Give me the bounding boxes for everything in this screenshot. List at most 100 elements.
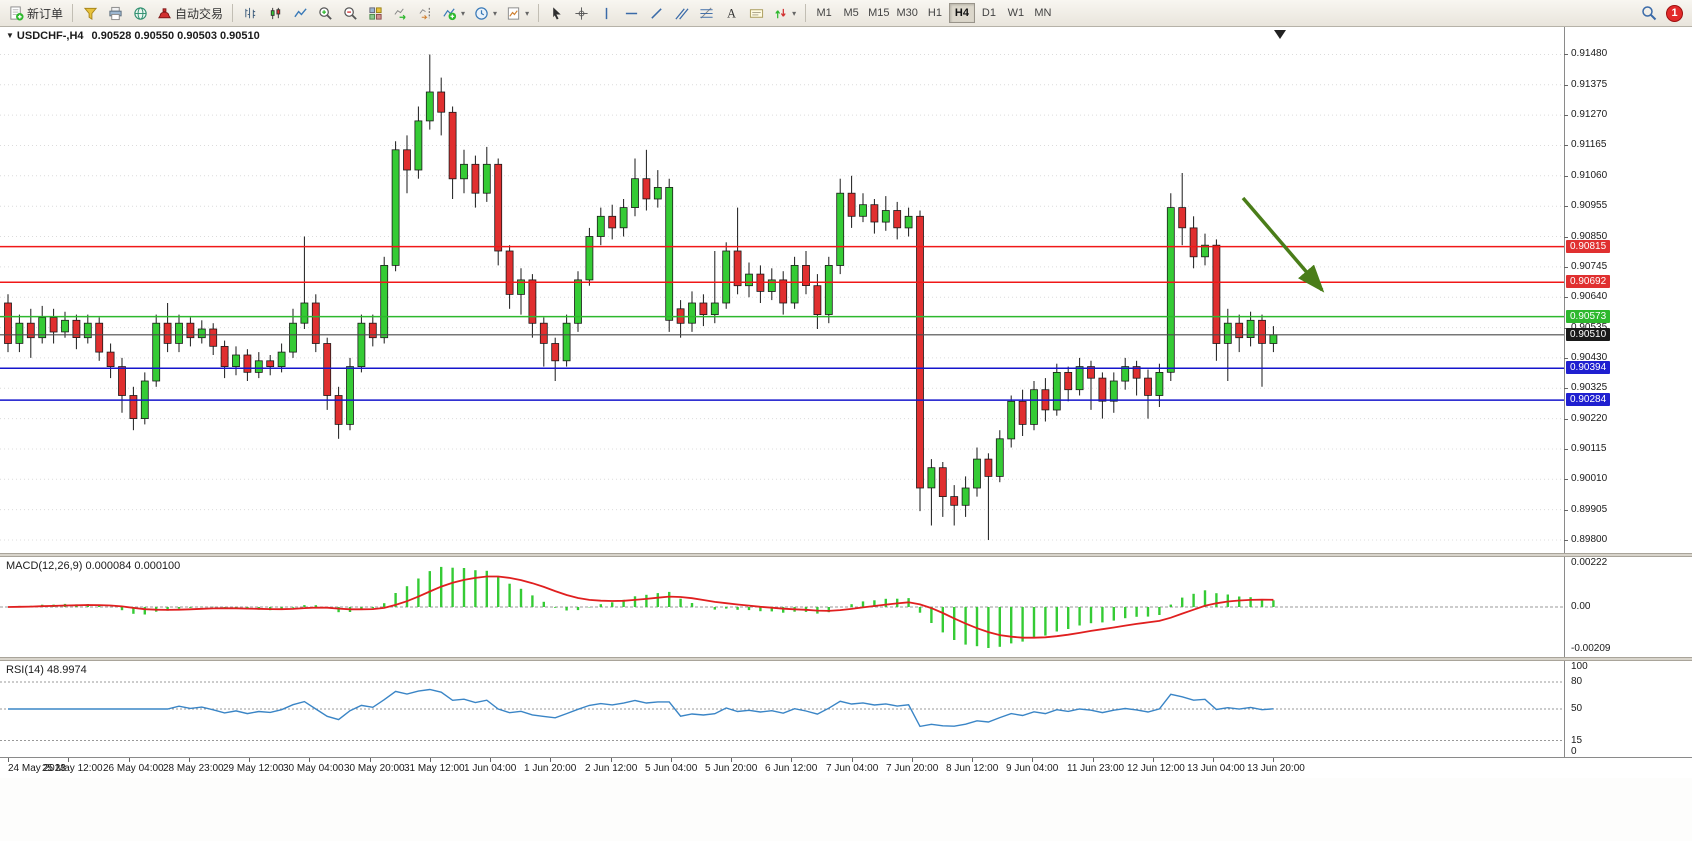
fibonacci-icon (699, 7, 713, 19)
axis-tick (852, 758, 853, 762)
timeframe-button-W1[interactable]: W1 (1003, 3, 1029, 23)
price-axis-label: 0.91480 (1571, 48, 1608, 59)
collapse-triangle-icon[interactable]: ▼ (6, 31, 14, 40)
arrows-button[interactable]: ▾ (769, 2, 800, 24)
zoom-out-button[interactable] (338, 2, 362, 24)
new-order-icon (10, 5, 24, 21)
cursor-button[interactable] (544, 2, 568, 24)
new-order-button[interactable]: 新订单 (5, 2, 67, 24)
template-icon (507, 6, 520, 20)
horizontal-line-button[interactable] (619, 2, 643, 24)
trendline-button[interactable] (644, 2, 668, 24)
timeframe-button-M15[interactable]: M15 (865, 3, 892, 23)
new-order-label: 新订单 (27, 6, 64, 21)
price-axis-label: 0.90955 (1571, 200, 1608, 211)
candlesticks-button[interactable] (263, 2, 287, 24)
price-axis-label: 0.90850 (1571, 231, 1608, 242)
date-axis-label: 26 May 04:00 (103, 763, 164, 774)
notification-badge[interactable]: 1 (1666, 4, 1683, 22)
dropdown-caret-icon: ▾ (525, 8, 530, 18)
notification-count: 1 (1671, 7, 1678, 19)
date-axis-label: 5 Jun 04:00 (645, 763, 698, 774)
time-axis[interactable]: 24 May 2023 25 May 12:00 26 May 04:00 28 Ma… (0, 757, 1692, 778)
rsi-chart[interactable] (0, 661, 1564, 757)
date-axis-label: 25 May 12:00 (42, 763, 103, 774)
price-axis-label: 0.90325 (1571, 382, 1608, 393)
indicators-icon (443, 7, 457, 20)
date-axis-label: 13 Jun 20:00 (1247, 763, 1305, 774)
tile-windows-button[interactable] (363, 2, 387, 24)
axis-tick (1564, 510, 1568, 511)
text-label-button[interactable] (744, 2, 768, 24)
symbol-period-label: USDCHF-,H4 (16, 30, 84, 42)
axis-tick (189, 758, 190, 762)
text-button[interactable]: A (719, 2, 743, 24)
macd-axis[interactable]: 0.00222 0.00 -0.00209 (1564, 557, 1692, 657)
templates-button[interactable]: ▾ (502, 2, 533, 24)
axis-tick (1564, 115, 1568, 116)
auto-scroll-button[interactable] (388, 2, 412, 24)
bars-chart-button[interactable] (238, 2, 262, 24)
search-button[interactable] (1637, 2, 1661, 24)
hline-price-tag: 0.90394 (1566, 361, 1611, 374)
auto-trading-button[interactable]: 自动交易 (153, 2, 227, 24)
macd-axis-label: 0.00222 (1571, 557, 1608, 568)
zoom-in-button[interactable] (313, 2, 337, 24)
axis-tick (1032, 758, 1033, 762)
rsi-axis-label: 0 (1571, 746, 1577, 757)
auto-trading-label: 自动交易 (175, 6, 224, 21)
macd-label: MACD(12,26,9) 0.000084 0.000100 (6, 560, 181, 572)
crosshair-button[interactable] (569, 2, 593, 24)
axis-tick (1564, 54, 1568, 55)
vertical-line-button[interactable] (594, 2, 618, 24)
axis-tick (1564, 297, 1568, 298)
rsi-label: RSI(14) 48.9974 (6, 664, 87, 676)
axis-tick (490, 758, 491, 762)
timeframe-button-M30[interactable]: M30 (894, 3, 921, 23)
svg-text:A: A (727, 6, 736, 20)
date-axis-label: 30 May 04:00 (283, 763, 344, 774)
profiles-button[interactable] (78, 2, 102, 24)
date-axis-label: 7 Jun 20:00 (886, 763, 939, 774)
price-axis[interactable]: 0.91480 0.91375 0.91270 0.91165 0.91060 0.909… (1564, 27, 1692, 553)
price-axis-label: 0.89905 (1571, 504, 1608, 515)
axis-tick (791, 758, 792, 762)
price-axis-label: 0.90640 (1571, 291, 1608, 302)
timeframe-button-H4[interactable]: H4 (948, 3, 975, 23)
price-axis-label: 0.90010 (1571, 473, 1608, 484)
timeframe-button-M1[interactable]: M1 (811, 3, 837, 23)
pane-separator[interactable] (0, 553, 1692, 557)
toolbar-separator (538, 4, 540, 22)
candlestick-chart[interactable] (0, 27, 1564, 553)
indicators-button[interactable]: ▾ (438, 2, 469, 24)
periods-button[interactable]: ▾ (470, 2, 501, 24)
hline-price-tag: 0.90692 (1566, 275, 1611, 288)
auto-trading-icon (158, 7, 171, 18)
axis-tick (309, 758, 310, 762)
fibonacci-button[interactable] (694, 2, 718, 24)
timeframe-button-H1[interactable]: H1 (922, 3, 948, 23)
axis-tick (1153, 758, 1154, 762)
rsi-axis[interactable]: 100 80 50 15 0 (1564, 661, 1692, 757)
axis-tick (1564, 206, 1568, 207)
window-bottom-area (0, 778, 1692, 841)
date-axis-label: 8 Jun 12:00 (946, 763, 999, 774)
date-axis-label: 13 Jun 04:00 (1187, 763, 1245, 774)
timeframe-button-M5[interactable]: M5 (838, 3, 864, 23)
chart-shift-button[interactable] (413, 2, 437, 24)
channel-button[interactable] (669, 2, 693, 24)
timeframe-button-MN[interactable]: MN (1030, 3, 1056, 23)
line-chart-icon (293, 7, 307, 17)
timeframe-toolbar: M1 M5 M15 M30 H1 H4 D1 W1 MN (811, 3, 1056, 23)
axis-tick (972, 758, 973, 762)
pane-separator[interactable] (0, 657, 1692, 661)
refresh-button[interactable] (128, 2, 152, 24)
date-axis-label: 5 Jun 20:00 (705, 763, 758, 774)
macd-chart[interactable] (0, 557, 1564, 657)
candlestick-icon (270, 7, 280, 19)
print-button[interactable] (103, 2, 127, 24)
text-label-icon (749, 8, 763, 18)
timeframe-button-D1[interactable]: D1 (976, 3, 1002, 23)
line-chart-button[interactable] (288, 2, 312, 24)
price-axis-label: 0.91060 (1571, 170, 1608, 181)
